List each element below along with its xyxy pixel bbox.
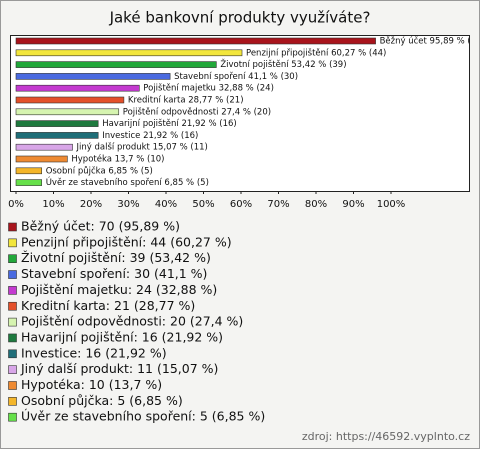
legend-label: Kreditní karta: 21 (28,77 %)	[21, 298, 195, 313]
bar	[15, 179, 42, 186]
legend-swatch	[8, 333, 17, 343]
data-label: Úvěr ze stavebního spoření 6,85 % (5)	[46, 176, 209, 188]
bar	[15, 143, 73, 151]
chart-title: Jaké bankovní produkty využíváte?	[109, 9, 371, 27]
legend-label: Investice: 16 (21,92 %)	[21, 345, 167, 360]
legend-swatch	[8, 412, 17, 422]
bar	[15, 120, 99, 127]
data-label: Kreditní karta 28,77 % (21)	[128, 96, 244, 106]
legend-label: Životní pojištění: 39 (53,42 %)	[21, 250, 211, 265]
bar	[15, 96, 125, 104]
source: zdroj: https://46592.vyplnto.cz	[302, 430, 470, 443]
x-tick-label: 80%	[305, 199, 327, 210]
legend-swatch	[8, 397, 17, 406]
data-label: Stavební spoření 41,1 % (30)	[174, 72, 298, 82]
legend-label: Penzijní připojištění: 44 (60,27 %)	[21, 234, 232, 249]
legend-swatch	[8, 222, 17, 232]
bars: Běžný účet 95,89 % (70)Penzijní připojiš…	[15, 36, 480, 188]
data-label: Životní pojištění 53,42 % (39)	[220, 58, 346, 70]
bar	[15, 132, 99, 139]
legend-swatch	[8, 254, 17, 263]
bar	[15, 108, 120, 116]
legend-swatch	[8, 238, 17, 248]
data-label: Penzijní připojištění 60,27 % (44)	[246, 47, 386, 58]
legend-label: Havarijní pojištění: 16 (21,92 %)	[21, 329, 223, 344]
data-label: Osobní půjčka 6,85 % (5)	[46, 165, 153, 176]
x-tick-label: 10%	[42, 199, 64, 210]
x-tick-label: 60%	[230, 199, 252, 210]
data-label: Pojištění odpovědnosti 27,4 % (20)	[123, 106, 271, 117]
x-tick-label: 30%	[117, 199, 139, 210]
x-tick-label: 70%	[267, 199, 289, 210]
x-tick-label: 90%	[342, 199, 364, 210]
x-tick-label: 0%	[8, 199, 24, 210]
bar	[15, 49, 243, 57]
legend-label: Osobní půjčka: 5 (6,85 %)	[21, 393, 183, 408]
data-label: Investice 21,92 % (16)	[102, 131, 198, 141]
legend-swatch	[8, 286, 17, 295]
data-label: Havarijní pojištění 21,92 % (16)	[102, 118, 237, 129]
legend-swatch	[8, 301, 17, 311]
legend-label: Pojištění odpovědnosti: 20 (27,4 %)	[21, 314, 243, 329]
bar	[15, 167, 42, 175]
bar	[15, 73, 171, 80]
legend-swatch	[8, 317, 17, 327]
data-label: Pojištění majetku 32,88 % (24)	[143, 83, 274, 94]
legend-swatch	[8, 365, 17, 374]
bar	[15, 155, 68, 163]
x-tick-label: 40%	[155, 199, 177, 210]
bar	[15, 61, 217, 68]
legend-label: Pojištění majetku: 24 (32,88 %)	[21, 282, 217, 297]
x-tick-label: 100%	[377, 199, 406, 210]
bar	[15, 37, 376, 45]
legend-swatch	[8, 349, 17, 359]
legend-label: Hypotéka: 10 (13,7 %)	[21, 377, 162, 392]
data-label: Jiný další produkt 15,07 % (11)	[76, 142, 208, 153]
legend-label: Jiný další produkt: 11 (15,07 %)	[20, 361, 218, 376]
legend-swatch	[8, 381, 17, 390]
legend-label: Běžný účet: 70 (95,89 %)	[21, 219, 180, 234]
data-label: Běžný účet 95,89 % (70)	[380, 36, 480, 47]
legend-label: Stavební spoření: 30 (41,1 %)	[21, 266, 207, 281]
x-tick-label: 20%	[80, 199, 102, 210]
bar	[15, 84, 140, 92]
x-tick-label: 50%	[192, 199, 214, 210]
data-label: Hypotéka 13,7 % (10)	[71, 154, 164, 165]
legend-swatch	[8, 270, 17, 279]
legend-label: Úvěr ze stavebního spoření: 5 (6,85 %)	[21, 409, 265, 424]
